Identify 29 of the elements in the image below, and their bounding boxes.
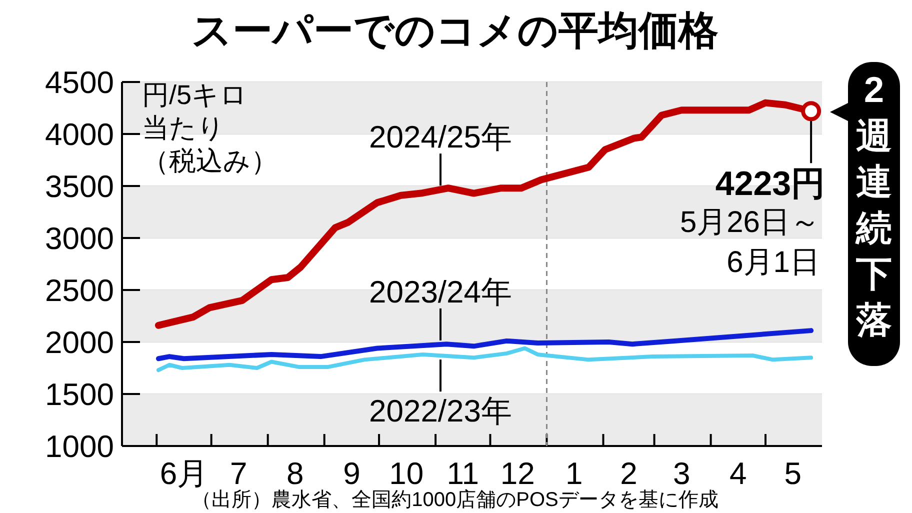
- series-label: 2024/25年: [368, 120, 512, 155]
- x-tick-label: 5: [784, 456, 802, 491]
- series-label: 2022/23年: [368, 394, 512, 429]
- y-tick-label: 2500: [45, 273, 114, 308]
- x-tick-label: 6月: [160, 456, 208, 491]
- x-tick-label: 1: [565, 456, 583, 491]
- y-tick-label: 2000: [45, 325, 114, 360]
- x-tick-label: 8: [286, 456, 304, 491]
- y-tick-label: 1000: [45, 429, 114, 464]
- text: （出所）農水省、全国約1000店舗のPOSデータを基に作成: [192, 489, 718, 511]
- x-tick-label: 9: [343, 456, 360, 491]
- x-tick-label: 10: [389, 456, 424, 491]
- y-tick-label: 4500: [45, 65, 114, 100]
- text: 2週連続下落: [855, 69, 892, 340]
- y-tick-label: 3000: [45, 221, 114, 256]
- x-tick-label: 12: [500, 456, 535, 491]
- annotation: 5月26日～ 6月1日: [680, 206, 820, 279]
- x-tick-label: 7: [230, 456, 248, 491]
- y-tick-label: 4000: [45, 117, 114, 152]
- annotation: 4223円: [715, 165, 826, 204]
- series-label: 2023/24年: [368, 274, 512, 310]
- x-tick-label: 3: [673, 456, 690, 491]
- x-tick-label: 4: [730, 456, 747, 491]
- y-tick-label: 1500: [45, 377, 114, 412]
- chart-title: スーパーでのコメの平均価格: [192, 9, 718, 53]
- x-tick-label: 2: [620, 456, 638, 491]
- y-tick-label: 3500: [45, 169, 114, 204]
- y-axis-title: 円/5キロ当たり（税込み）: [142, 80, 278, 176]
- line-series: [156, 346, 814, 372]
